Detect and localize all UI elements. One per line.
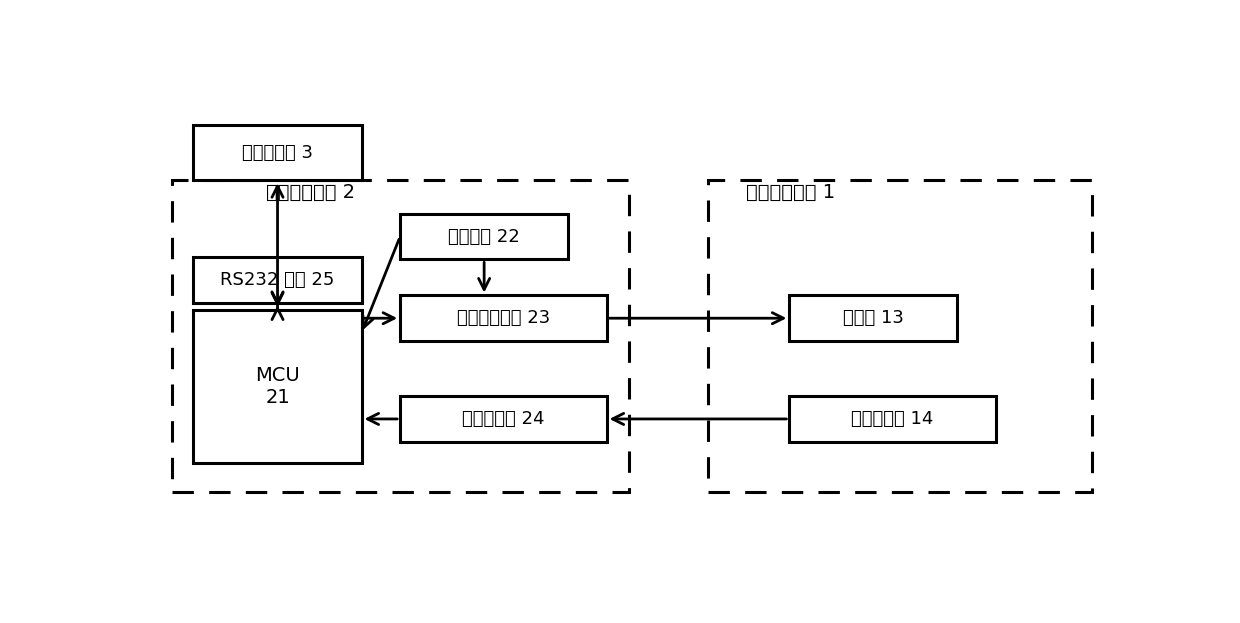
Bar: [401, 396, 606, 442]
Text: 模数转换器 24: 模数转换器 24: [463, 410, 544, 428]
Text: 电源模块 22: 电源模块 22: [449, 227, 520, 245]
Bar: [193, 310, 362, 464]
Bar: [708, 180, 1092, 492]
Bar: [193, 257, 362, 303]
Text: 远程控制端 3: 远程控制端 3: [242, 144, 312, 162]
Bar: [789, 295, 957, 341]
Text: 电流驱动模块 23: 电流驱动模块 23: [456, 309, 551, 327]
Text: 电阻丝 13: 电阻丝 13: [843, 309, 904, 327]
Text: 倍频晶体单元 1: 倍频晶体单元 1: [746, 183, 836, 202]
Text: 控温电路装置 2: 控温电路装置 2: [265, 183, 355, 202]
Text: 温度传感器 14: 温度传感器 14: [852, 410, 934, 428]
Bar: [401, 295, 606, 341]
Bar: [193, 125, 362, 180]
Bar: [401, 214, 568, 259]
Bar: [172, 180, 629, 492]
Bar: [789, 396, 996, 442]
Text: MCU
21: MCU 21: [255, 366, 300, 407]
Text: RS232 接口 25: RS232 接口 25: [221, 271, 335, 289]
